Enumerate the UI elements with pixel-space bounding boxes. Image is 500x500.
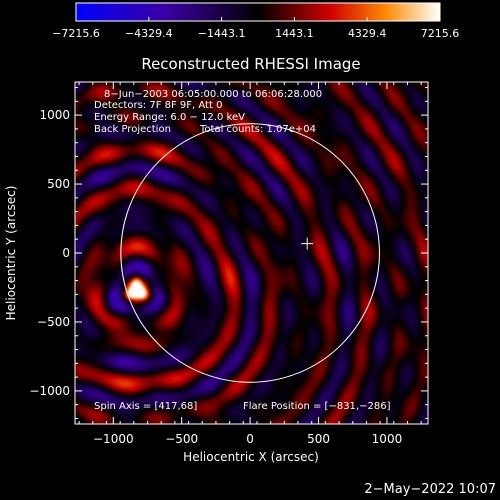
colorbar-tick-label: 4329.4 bbox=[348, 27, 387, 40]
colorbar-tick-label: 1443.1 bbox=[275, 27, 314, 40]
y-tick-label: 500 bbox=[47, 177, 70, 191]
y-tick-label: −1000 bbox=[29, 384, 70, 398]
colorbar bbox=[75, 2, 441, 22]
annotation-energy: Energy Range: 6.0 − 12.0 keV bbox=[94, 112, 245, 123]
colorbar-tick-label: 7215.6 bbox=[421, 27, 460, 40]
x-tick-label: 1000 bbox=[372, 432, 403, 446]
colorbar-tick-label: −7215.6 bbox=[52, 27, 100, 40]
colorbar-tick-label: −4329.4 bbox=[125, 27, 173, 40]
x-axis: −1000 −500 0 500 1000 bbox=[78, 82, 422, 446]
y-tick-label: −500 bbox=[37, 315, 70, 329]
y-tick-label: 0 bbox=[62, 246, 70, 260]
x-tick-label: 500 bbox=[307, 432, 330, 446]
x-tick-label: −1000 bbox=[93, 432, 134, 446]
spin-axis-marker bbox=[301, 237, 314, 250]
chart-title: Reconstructed RHESSI Image bbox=[141, 55, 360, 73]
annotation-method: Back Projection bbox=[94, 124, 171, 135]
x-axis-label: Heliocentric X (arcsec) bbox=[183, 450, 319, 464]
y-axis: −1000 −500 0 500 1000 bbox=[29, 87, 428, 419]
annotation-time: 8−Jun−2003 06:05:00.000 to 06:06:28.000 bbox=[104, 89, 322, 100]
x-tick-label: 0 bbox=[246, 432, 254, 446]
heatmap-image bbox=[75, 82, 428, 424]
overlays bbox=[120, 123, 380, 383]
annotations: 8−Jun−2003 06:05:00.000 to 06:06:28.000 … bbox=[94, 89, 391, 412]
colorbar-tick-label: −1443.1 bbox=[198, 27, 246, 40]
annotation-flare-position: Flare Position = [−831,−286] bbox=[243, 401, 391, 412]
annotation-spin-axis: Spin Axis = [417,68] bbox=[94, 401, 197, 412]
footer-date: 2−May−2022 10:07 bbox=[364, 482, 496, 497]
colorbar-ticks: −7215.6 −4329.4 −1443.1 1443.1 4329.4 7215.6 bbox=[52, 17, 459, 40]
y-axis-label: Heliocentric Y (arcsec) bbox=[4, 186, 18, 321]
annotation-detectors: Detectors: 7F 8F 9F, Att 0 bbox=[94, 100, 222, 111]
solar-limb bbox=[120, 123, 380, 383]
y-tick-label: 1000 bbox=[39, 108, 70, 122]
x-tick-label: −500 bbox=[165, 432, 198, 446]
annotation-counts: Total counts: 1.07e+04 bbox=[199, 124, 316, 135]
